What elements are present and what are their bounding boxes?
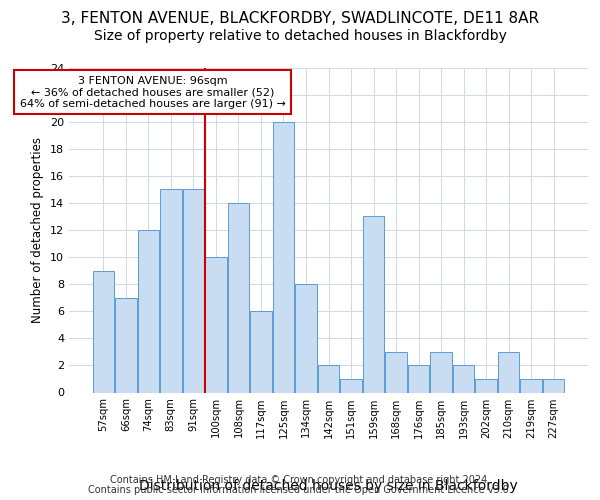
Bar bbox=[182, 190, 204, 392]
Bar bbox=[520, 379, 542, 392]
Bar bbox=[228, 203, 249, 392]
Text: Contains HM Land Registry data © Crown copyright and database right 2024.: Contains HM Land Registry data © Crown c… bbox=[110, 475, 490, 485]
Bar bbox=[115, 298, 137, 392]
Bar bbox=[160, 190, 182, 392]
Bar bbox=[295, 284, 317, 393]
Y-axis label: Number of detached properties: Number of detached properties bbox=[31, 137, 44, 323]
Bar bbox=[318, 366, 339, 392]
Text: 3 FENTON AVENUE: 96sqm
← 36% of detached houses are smaller (52)
64% of semi-det: 3 FENTON AVENUE: 96sqm ← 36% of detached… bbox=[20, 76, 286, 109]
X-axis label: Distribution of detached houses by size in Blackfordby: Distribution of detached houses by size … bbox=[139, 480, 518, 494]
Bar bbox=[453, 366, 475, 392]
Text: 3, FENTON AVENUE, BLACKFORDBY, SWADLINCOTE, DE11 8AR: 3, FENTON AVENUE, BLACKFORDBY, SWADLINCO… bbox=[61, 11, 539, 26]
Bar bbox=[205, 257, 227, 392]
Bar bbox=[137, 230, 159, 392]
Bar bbox=[92, 270, 114, 392]
Bar bbox=[543, 379, 565, 392]
Bar bbox=[273, 122, 294, 392]
Bar bbox=[363, 216, 384, 392]
Bar bbox=[385, 352, 407, 393]
Bar bbox=[250, 311, 272, 392]
Text: Contains public sector information licensed under the Open Government Licence v3: Contains public sector information licen… bbox=[88, 485, 512, 495]
Bar bbox=[498, 352, 520, 393]
Bar bbox=[430, 352, 452, 393]
Bar bbox=[475, 379, 497, 392]
Text: Size of property relative to detached houses in Blackfordby: Size of property relative to detached ho… bbox=[94, 29, 506, 43]
Bar bbox=[340, 379, 362, 392]
Bar bbox=[408, 366, 429, 392]
